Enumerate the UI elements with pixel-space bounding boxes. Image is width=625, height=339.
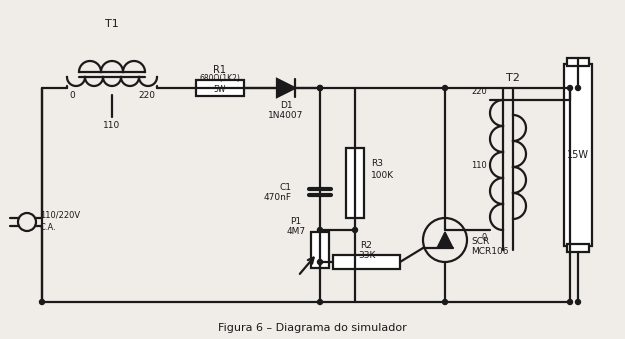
Text: 4M7: 4M7 — [286, 227, 306, 237]
Circle shape — [576, 299, 581, 304]
Bar — [564, 64, 592, 246]
Circle shape — [318, 85, 322, 91]
Text: MCR106: MCR106 — [471, 247, 509, 257]
Text: 110/220V: 110/220V — [40, 211, 80, 219]
Circle shape — [576, 85, 581, 91]
Text: 0: 0 — [482, 234, 487, 242]
Text: R2: R2 — [361, 241, 372, 251]
Circle shape — [318, 259, 322, 264]
Text: 680Ω(1K2): 680Ω(1K2) — [199, 75, 241, 83]
Circle shape — [318, 227, 322, 233]
Text: 220: 220 — [138, 92, 155, 100]
Circle shape — [39, 299, 44, 304]
Text: R3: R3 — [371, 159, 383, 167]
Text: 470nF: 470nF — [264, 194, 292, 202]
Text: SCR: SCR — [471, 238, 489, 246]
Circle shape — [352, 227, 357, 233]
Text: 15W: 15W — [567, 150, 589, 160]
Text: 110: 110 — [103, 120, 121, 129]
Circle shape — [318, 299, 322, 304]
Polygon shape — [437, 232, 453, 248]
Bar — [567, 244, 589, 252]
Circle shape — [568, 98, 572, 102]
Text: C1: C1 — [280, 182, 292, 192]
Bar — [346, 148, 364, 218]
Bar — [567, 58, 589, 66]
Circle shape — [568, 299, 572, 304]
Text: 220: 220 — [471, 87, 487, 97]
Bar — [311, 232, 329, 268]
Text: C.A.: C.A. — [40, 222, 57, 232]
Bar — [333, 255, 400, 269]
Text: 110: 110 — [471, 160, 487, 170]
Text: 5W: 5W — [214, 84, 226, 94]
Text: Figura 6 – Diagrama do simulador: Figura 6 – Diagrama do simulador — [217, 323, 406, 333]
Text: R1: R1 — [214, 65, 226, 75]
Text: P1: P1 — [291, 218, 302, 226]
Text: 100K: 100K — [371, 171, 394, 179]
Circle shape — [568, 85, 572, 91]
Text: T1: T1 — [105, 19, 119, 29]
Bar — [196, 80, 244, 96]
Circle shape — [318, 85, 322, 91]
Text: T2: T2 — [506, 73, 520, 83]
Circle shape — [442, 299, 448, 304]
Text: D1: D1 — [280, 101, 292, 111]
Polygon shape — [277, 79, 295, 97]
Text: 1N4007: 1N4007 — [268, 111, 304, 120]
Text: 0: 0 — [69, 92, 75, 100]
Circle shape — [442, 85, 448, 91]
Text: 33K: 33K — [357, 251, 375, 259]
